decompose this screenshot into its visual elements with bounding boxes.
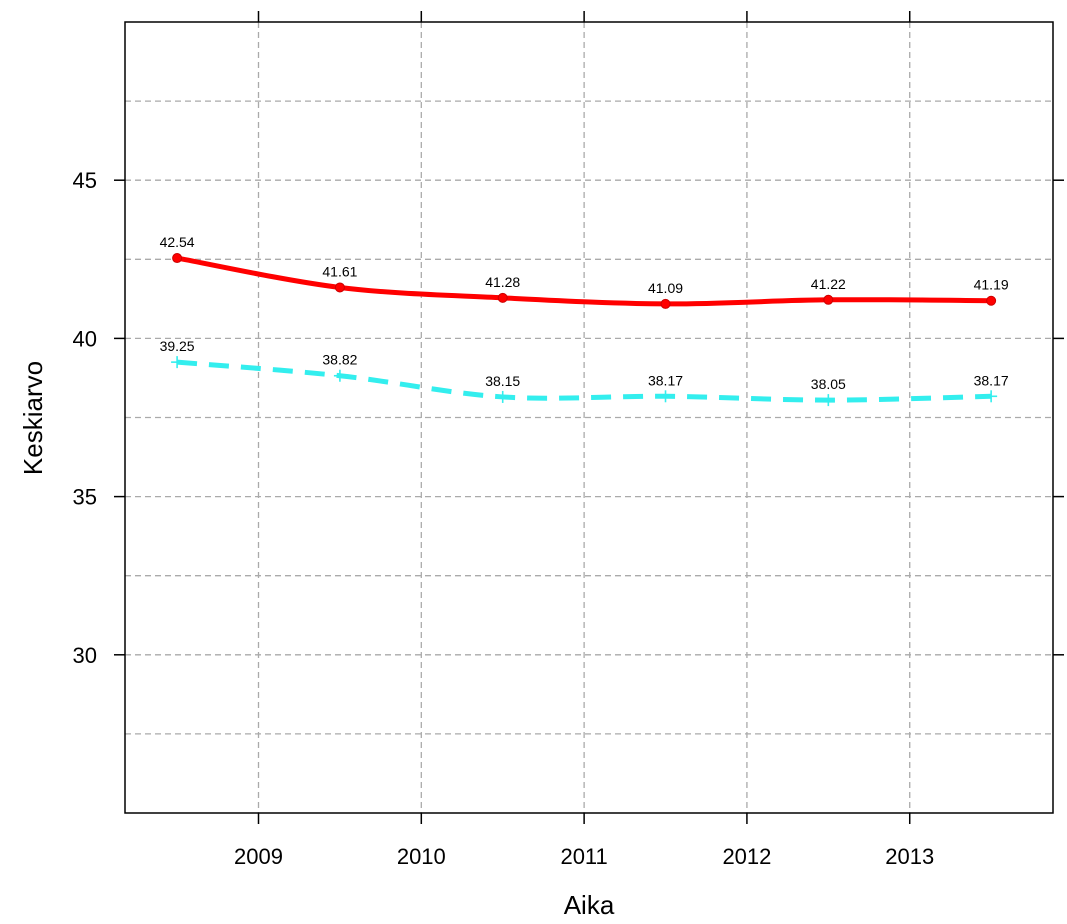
data-point <box>986 295 997 306</box>
data-label: 38.15 <box>485 373 520 389</box>
data-point <box>985 390 998 403</box>
data-label: 38.17 <box>648 372 683 388</box>
x-axis-title: Aika <box>564 890 615 920</box>
data-point <box>334 282 345 293</box>
data-label: 41.22 <box>811 276 846 292</box>
axes: 2009 2010 2011 2012 2013 30 35 40 45 <box>73 11 1064 869</box>
data-label: 42.54 <box>160 234 195 250</box>
y-tick-label: 35 <box>73 485 97 510</box>
data-label: 38.05 <box>811 376 846 392</box>
data-point <box>496 390 509 403</box>
plot-frame <box>124 21 1054 814</box>
data-point <box>172 253 183 264</box>
series-line <box>176 255 992 307</box>
x-tick-label: 2011 <box>560 844 607 869</box>
data-point <box>660 298 671 309</box>
data-point <box>823 294 834 305</box>
x-tick-label: 2013 <box>885 844 934 869</box>
data-point <box>659 390 672 403</box>
data-label: 41.09 <box>648 280 683 296</box>
x-tick-label: 2012 <box>722 844 771 869</box>
grid <box>125 22 1053 813</box>
x-tick-label: 2010 <box>397 844 446 869</box>
data-point <box>497 292 508 303</box>
data-label: 38.82 <box>322 352 357 368</box>
x-tick-label: 2009 <box>234 844 283 869</box>
data-point <box>333 369 346 382</box>
data-point <box>822 394 835 407</box>
data-label: 41.19 <box>974 277 1009 293</box>
y-axis-title: Keskiarvo <box>18 361 48 475</box>
data-label: 41.28 <box>485 274 520 290</box>
y-tick-label: 45 <box>73 168 97 193</box>
data-label: 39.25 <box>160 338 195 354</box>
series-line <box>176 359 992 403</box>
series-1: 42.54 41.61 41.28 41.09 41.22 41.19 <box>160 234 1009 309</box>
y-tick-label: 40 <box>73 326 97 351</box>
series-group: 42.54 41.61 41.28 41.09 41.22 41.19 39.25 38.82… <box>160 234 1009 407</box>
data-label: 38.17 <box>974 372 1009 388</box>
data-label: 41.61 <box>322 263 357 279</box>
series-2: 39.25 38.82 38.15 38.17 38.05 38.17 <box>160 338 1009 407</box>
y-tick-label: 30 <box>73 643 97 668</box>
data-point <box>171 356 184 369</box>
